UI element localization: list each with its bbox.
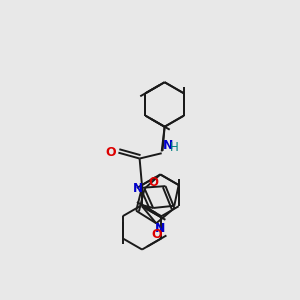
Text: N: N — [133, 182, 143, 195]
Text: N: N — [155, 222, 166, 235]
Text: O: O — [151, 228, 162, 241]
Text: O: O — [149, 176, 159, 189]
Text: H: H — [170, 141, 179, 154]
Text: N: N — [163, 139, 173, 152]
Text: O: O — [105, 146, 116, 159]
